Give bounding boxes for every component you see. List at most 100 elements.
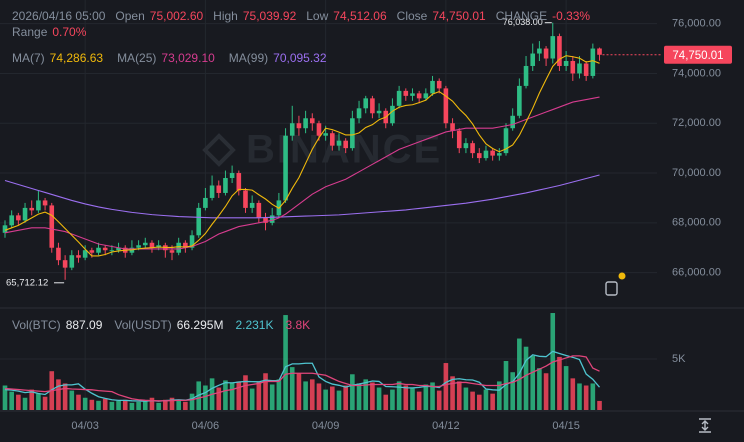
candle-body	[370, 98, 375, 114]
candle-body	[183, 242, 188, 248]
y-tick-label: 76,000.00	[672, 18, 721, 30]
volume-bar	[249, 388, 255, 410]
doc-icon[interactable]	[605, 281, 618, 296]
volume-bar	[82, 397, 88, 410]
volume-bar	[56, 379, 61, 410]
volume-bar	[96, 400, 101, 410]
candle-body	[483, 150, 489, 159]
volume-bar	[423, 384, 429, 410]
scale-toggle[interactable]	[699, 418, 711, 433]
candle-body	[416, 93, 422, 99]
candle-body	[403, 90, 409, 96]
volume-bar	[69, 390, 75, 410]
candle-body	[543, 48, 549, 59]
info-item: CHANGE -0.33%	[496, 9, 590, 23]
candle-body	[330, 133, 335, 146]
legend-value: 2.231K	[235, 318, 274, 332]
legend-value: 887.09	[65, 318, 103, 332]
candle-body	[116, 247, 121, 251]
volume-bar	[350, 374, 355, 410]
volume-bar	[149, 397, 155, 410]
volume-bar	[169, 397, 175, 410]
candle-body	[563, 61, 569, 66]
last-price-tag	[664, 45, 732, 64]
legend-value: 74,286.63	[49, 51, 104, 65]
y-tick-label: 74,000.00	[672, 67, 721, 79]
legend-item: Vol(USDT) 66.295M	[114, 318, 223, 332]
candle-body	[196, 207, 202, 236]
candle-body	[336, 140, 342, 146]
volume-bar	[163, 399, 168, 410]
candle-body	[269, 215, 275, 223]
volume-bar	[256, 381, 262, 410]
volume-bar	[16, 394, 21, 410]
volume-ma-line	[4, 350, 601, 402]
extreme-label: 65,712.12	[6, 277, 48, 288]
info-item: Open 75,002.60	[115, 9, 203, 23]
candle-body	[62, 260, 68, 268]
candle-body	[363, 98, 369, 109]
volume-bar	[490, 393, 495, 410]
volume-bar	[116, 400, 121, 410]
candle-body	[296, 123, 302, 129]
volume-bar	[22, 397, 28, 410]
info-value: 74,750.01	[432, 9, 486, 23]
info-item: 2026/04/16 05:00	[12, 9, 105, 23]
candle-body	[42, 200, 48, 206]
volume-bar	[316, 383, 322, 410]
volume-bar	[229, 382, 235, 410]
info-label: CHANGE	[495, 9, 548, 23]
legend-item: MA(7) 74,286.63	[12, 51, 103, 65]
candle-body	[323, 133, 328, 136]
candle-body	[236, 173, 242, 191]
x-tick-label: 04/15	[552, 420, 580, 432]
volume-bar	[283, 315, 288, 410]
volume-bar	[236, 381, 242, 410]
alert-dot[interactable]	[618, 272, 626, 280]
candle-body	[243, 190, 248, 208]
x-tick-label: 04/12	[432, 420, 460, 432]
x-tick-label: 04/09	[312, 420, 340, 432]
candle-body	[29, 207, 35, 211]
ma-line	[4, 55, 600, 257]
extreme-label: 76,038.00	[503, 17, 543, 27]
volume-bar	[309, 379, 315, 410]
candle-body	[583, 63, 589, 76]
y-tick-label: 68,000.00	[672, 217, 721, 229]
volume-bar	[102, 398, 108, 410]
ma-legend: MA(7) 74,286.63 MA(25) 73,029.10 MA(99) 70,09…	[12, 51, 327, 65]
legend-name: MA(25)	[117, 51, 157, 65]
candle-body	[289, 123, 295, 136]
volume-bar	[263, 373, 268, 410]
candle-body	[109, 250, 115, 252]
info-value: -0.33%	[552, 9, 591, 23]
volume-bar	[403, 385, 409, 410]
candle-body	[223, 178, 228, 193]
volume-bar	[443, 363, 449, 410]
volume-bar	[330, 386, 335, 410]
candle-body	[216, 185, 222, 193]
volume-bar	[289, 367, 295, 410]
candle-body	[9, 215, 14, 226]
y-tick-label: 66,000.00	[672, 267, 721, 279]
volume-bar	[370, 382, 375, 410]
volume-bar	[523, 346, 529, 410]
legend-value: 73,029.10	[161, 51, 215, 65]
candle-body	[263, 217, 268, 223]
y-tick-label: 70,000.00	[672, 167, 721, 179]
last-price-label: 74,750.01	[672, 50, 723, 62]
volume-bar	[577, 383, 582, 410]
candle-body	[597, 48, 602, 55]
info-row: Range 0.70%	[12, 25, 86, 39]
x-tick-label: 04/03	[71, 420, 99, 432]
candle-body	[36, 200, 41, 211]
volume-bar	[363, 379, 369, 410]
volume-bar	[430, 382, 435, 410]
candle-body	[149, 242, 155, 248]
info-item: Low 74,512.06	[306, 9, 386, 23]
info-label: Open	[115, 9, 145, 23]
candle-body	[189, 235, 195, 248]
volume-bar	[416, 391, 422, 410]
info-label: 2026/04/16 05:00	[12, 9, 106, 23]
